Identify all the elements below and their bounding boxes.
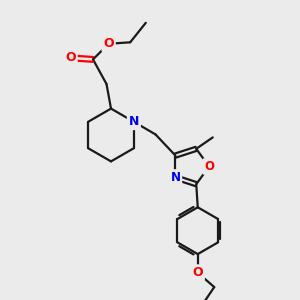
Text: O: O <box>204 160 214 173</box>
Text: N: N <box>170 171 181 184</box>
Text: N: N <box>129 115 139 128</box>
Text: O: O <box>103 37 114 50</box>
Text: O: O <box>65 51 76 64</box>
Text: O: O <box>192 266 203 279</box>
